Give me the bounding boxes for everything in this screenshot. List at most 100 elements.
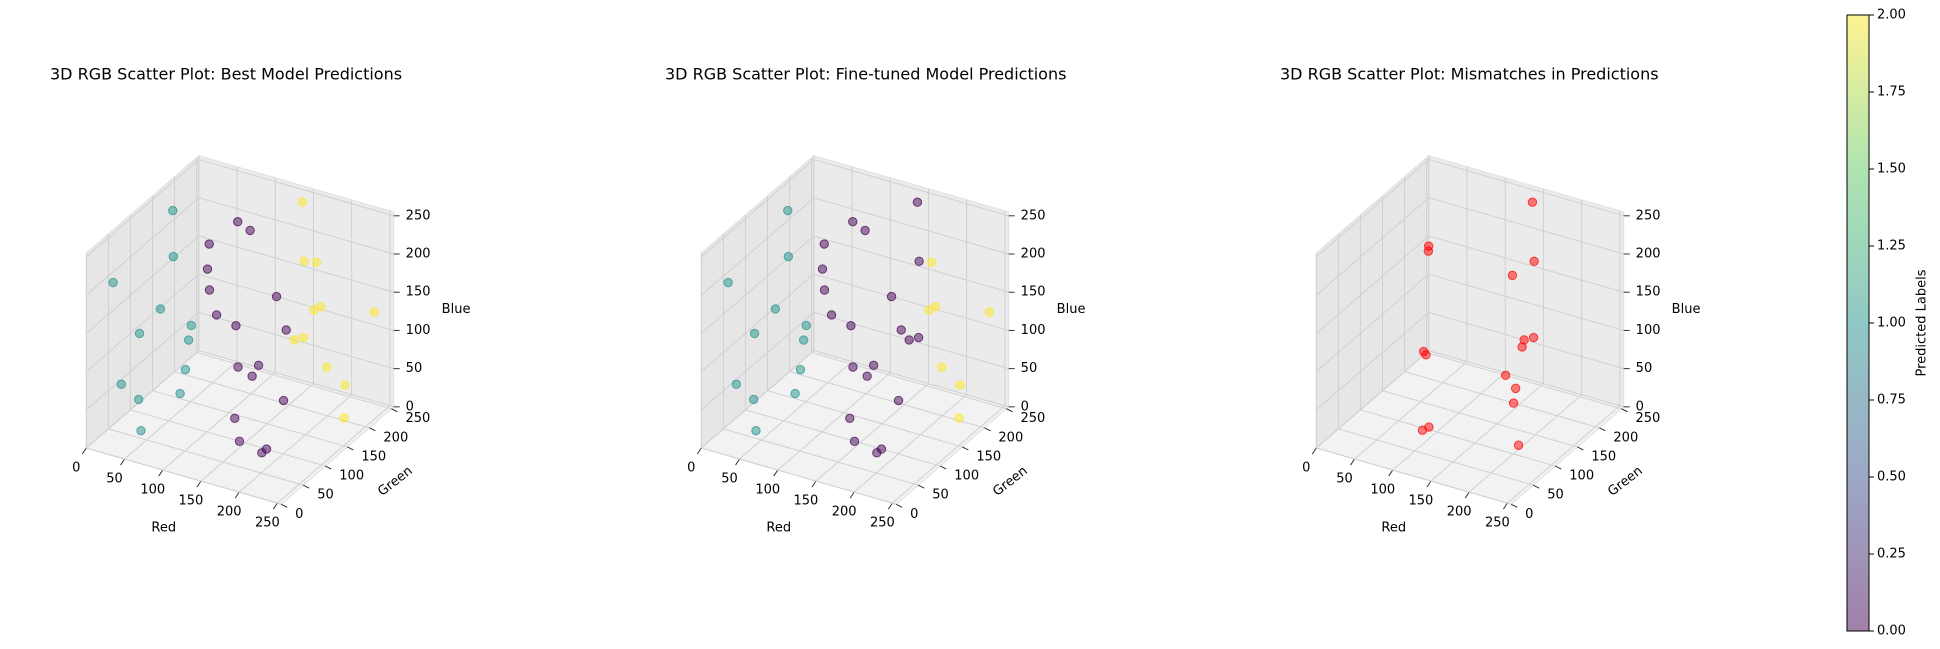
x-tick-label: 100 xyxy=(140,483,165,498)
tick-mark xyxy=(887,502,893,510)
y-tick-label: 50 xyxy=(1547,488,1564,503)
grid-line xyxy=(777,372,891,471)
grid-line xyxy=(86,447,282,505)
point xyxy=(231,320,241,331)
x-tick-label: 0 xyxy=(687,461,695,476)
grid-line xyxy=(1360,409,1556,467)
tick-mark xyxy=(940,465,947,470)
y-tick-label: 250 xyxy=(1635,411,1660,426)
y-tick-label: 0 xyxy=(910,507,918,522)
point xyxy=(913,332,924,343)
tick-mark xyxy=(735,458,740,466)
x-tick-label: 200 xyxy=(832,505,857,520)
x-axis-label: Red xyxy=(766,521,791,536)
grid-line xyxy=(85,273,200,372)
point xyxy=(868,360,879,371)
point xyxy=(862,371,872,381)
y-tick-label: 150 xyxy=(976,449,1001,464)
x-tick-label: 100 xyxy=(755,483,780,498)
grid-line xyxy=(1428,350,1624,408)
grid-line xyxy=(108,428,304,486)
point xyxy=(309,305,319,315)
colorbar-tick-label: 0.75 xyxy=(1877,393,1906,408)
point xyxy=(845,413,855,423)
tick-mark xyxy=(1577,446,1584,451)
z-tick-label: 0 xyxy=(1636,399,1644,414)
point xyxy=(204,285,215,295)
z-axis-label: Blue xyxy=(1057,302,1086,317)
tick-mark xyxy=(918,484,925,489)
point xyxy=(984,307,995,317)
point xyxy=(134,328,145,339)
grid-line xyxy=(767,390,963,448)
colorbar-tick-label: 1.75 xyxy=(1877,85,1906,100)
z-tick-label: 150 xyxy=(1636,285,1661,300)
z-tick-label: 50 xyxy=(1021,361,1038,376)
colorbar xyxy=(1846,14,1870,632)
grid-line xyxy=(238,394,352,493)
tick-mark xyxy=(1006,408,1013,413)
point xyxy=(872,448,882,458)
tick-mark xyxy=(347,446,354,451)
tick-mark xyxy=(1426,480,1432,488)
colorbar-tick-label: 0.50 xyxy=(1877,470,1906,485)
grid-line xyxy=(1430,383,1544,482)
z-tick-label: 250 xyxy=(406,208,431,223)
grid-line xyxy=(701,447,897,505)
point xyxy=(202,264,213,274)
grid-line xyxy=(1404,371,1600,429)
z-tick-label: 50 xyxy=(406,361,423,376)
point xyxy=(826,310,837,320)
tick-mark xyxy=(811,480,817,488)
x-tick-label: 50 xyxy=(721,472,738,487)
tick-mark xyxy=(303,484,310,489)
grid-line xyxy=(811,352,1007,410)
point xyxy=(795,364,806,375)
point xyxy=(168,205,178,216)
y-tick-label: 0 xyxy=(295,507,303,522)
point xyxy=(155,304,166,314)
tick-mark xyxy=(984,427,991,432)
point xyxy=(253,360,264,371)
grid-line xyxy=(1315,273,1430,372)
grid-line xyxy=(277,405,391,504)
grid-line xyxy=(700,159,815,258)
x-tick-label: 100 xyxy=(1370,483,1395,498)
y-axis-label: Green xyxy=(1605,464,1645,500)
point xyxy=(1529,256,1539,266)
grid-line xyxy=(196,352,392,410)
tick-mark xyxy=(325,465,332,470)
grid-line xyxy=(1315,159,1430,258)
z-tick-label: 100 xyxy=(1021,323,1046,338)
colorbar-tick-label: 0.00 xyxy=(1877,624,1906,639)
grid-line xyxy=(853,394,967,493)
point xyxy=(955,380,965,390)
tick-mark xyxy=(280,503,288,508)
point xyxy=(860,225,870,236)
point xyxy=(1528,332,1539,343)
point xyxy=(298,332,309,343)
point xyxy=(204,239,214,249)
grid-line xyxy=(85,312,200,411)
x-tick-label: 250 xyxy=(1485,516,1510,531)
point xyxy=(281,325,291,335)
grid-line xyxy=(1507,405,1621,504)
tick-mark xyxy=(234,491,240,499)
z-tick-label: 150 xyxy=(1021,285,1046,300)
point xyxy=(1527,197,1538,207)
grid-line xyxy=(1382,390,1578,448)
tick-mark xyxy=(1464,491,1470,499)
chart-title: 3D RGB Scatter Plot: Fine-tuned Model Pr… xyxy=(665,65,1066,84)
tick-mark xyxy=(1502,502,1508,510)
grid-line xyxy=(162,372,276,471)
grid-line xyxy=(198,197,394,255)
z-tick-label: 150 xyxy=(406,285,431,300)
grid-line xyxy=(198,350,394,408)
point xyxy=(180,364,191,375)
grid-line xyxy=(700,312,815,411)
tick-mark xyxy=(272,502,278,510)
point xyxy=(848,362,858,372)
y-tick-label: 50 xyxy=(317,488,334,503)
y-tick-label: 100 xyxy=(1569,469,1594,484)
grid-line xyxy=(1468,394,1582,493)
